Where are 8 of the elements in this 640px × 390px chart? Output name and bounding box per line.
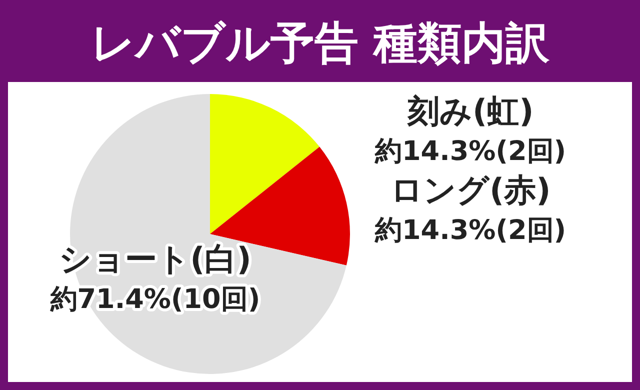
- data-label: 約14.3%(2回): [374, 215, 566, 246]
- data-label: 約71.4%(10回): [49, 284, 260, 316]
- slice-label: ロング(赤): [390, 171, 551, 209]
- chart-title: レバブル予告 種類内訳: [90, 18, 551, 69]
- data-label: 約14.3%(2回): [374, 136, 566, 167]
- pie-slice: [210, 94, 320, 234]
- slice-label: 刻み(虹): [406, 92, 534, 130]
- slice-label: ショート(白): [59, 240, 252, 278]
